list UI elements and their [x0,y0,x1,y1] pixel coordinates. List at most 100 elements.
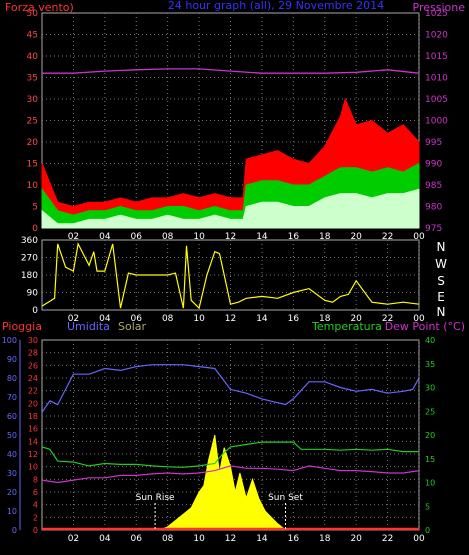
x-tick-label: 12 [225,534,236,544]
wind-y-tick-label: 0 [32,224,38,234]
temperature-y-tick-label: 15 [425,455,435,464]
x-tick-label: 16 [288,314,300,324]
rain-y-tick-label: 28 [28,349,38,358]
x-tick-label: 04 [99,314,111,324]
humidity-y-tick-label: 50 [7,431,17,440]
x-tick-label: 02 [68,232,79,242]
wind-minimum-area [41,188,420,229]
environment-panel: 02 04 06 08 10 12 14 16 18 20 22 000246810121416182… [2,336,435,544]
x-tick-label: 22 [382,232,393,242]
rain-y-tick-label: 26 [28,361,38,370]
wind-y-tick-label: 35 [27,74,38,84]
x-tick-label: 06 [131,232,143,242]
x-tick-label: 06 [131,534,143,544]
rain-y-tick-label: 2 [33,513,38,522]
legend-humidity: Umidita [67,320,110,333]
humidity-y-tick-label: 60 [7,412,17,421]
x-tick-label: 10 [193,314,205,324]
direction-y-tick-label: 0 [32,306,38,316]
compass-label-e: E [437,290,445,304]
temperature-y-tick-label: 0 [425,526,430,535]
direction-y-tick-label: 360 [21,236,38,246]
x-tick-label: 00 [413,232,425,242]
pressure-line [42,68,420,74]
rain-y-tick-label: 0 [33,526,38,535]
temperature-y-tick-label: 40 [425,336,435,345]
pressure-axis-label: Pressione [413,1,466,14]
wind-y-tick-label: 20 [27,138,39,148]
x-tick-label: 20 [350,534,362,544]
x-tick-label: 18 [319,232,331,242]
humidity-y-tick-label: 40 [7,450,17,459]
rain-y-tick-label: 8 [33,475,38,484]
compass-label-w: W [435,257,447,271]
x-tick-label: 20 [350,232,362,242]
compass-label-n-top: N [437,240,446,254]
compass-label-s: S [437,274,445,288]
wind-y-tick-label: 45 [27,31,38,41]
x-tick-label: 16 [288,232,300,242]
rain-y-tick-label: 30 [28,336,38,345]
humidity-y-tick-label: 0 [12,526,17,535]
wind-y-tick-label: 40 [27,52,39,62]
humidity-y-tick-label: 80 [7,374,17,383]
pressure-y-tick-label: 1025 [425,9,448,19]
rain-y-tick-label: 22 [28,387,38,396]
wind-direction-line [41,242,420,310]
rain-y-tick-label: 6 [33,488,38,497]
pressure-y-tick-label: 1010 [425,74,448,84]
rain-y-tick-label: 24 [28,374,38,383]
x-tick-label: 08 [162,314,174,324]
sun-rise-label: Sun Rise [136,493,175,503]
x-tick-label: 14 [256,534,268,544]
pressure-y-tick-label: 985 [425,181,442,191]
x-tick-label: 10 [193,534,205,544]
pressure-y-tick-label: 995 [425,138,442,148]
legend-solar: Solar [118,320,147,333]
legend-temperature: Temperatura [311,320,382,333]
pressure-y-tick-label: 1005 [425,95,448,105]
x-tick-label: 12 [225,314,236,324]
x-tick-label: 02 [68,314,79,324]
compass-label-n-bottom: N [437,305,446,319]
humidity-y-tick-label: 30 [7,469,17,478]
wind-y-tick-label: 50 [27,9,39,19]
rain-y-tick-label: 16 [28,425,38,434]
wind-y-tick-label: 30 [27,95,39,105]
temperature-y-tick-label: 10 [425,479,435,488]
x-tick-label: 00 [413,534,425,544]
x-tick-label: 06 [131,314,143,324]
pressure-y-tick-label: 980 [425,203,442,213]
rain-y-tick-label: 12 [28,450,38,459]
humidity-y-tick-label: 100 [2,336,17,345]
direction-y-tick-label: 90 [27,289,39,299]
x-tick-label: 22 [382,534,393,544]
x-tick-label: 04 [99,534,111,544]
temperature-y-tick-label: 30 [425,384,435,393]
humidity-line [41,364,420,413]
x-tick-label: 04 [99,232,111,242]
wind-y-tick-label: 15 [27,160,38,170]
legend-rain: Pioggia [2,320,42,333]
x-tick-label: 22 [382,314,393,324]
x-tick-label: 16 [288,534,300,544]
x-tick-label: 02 [68,534,79,544]
wind-y-tick-label: 25 [27,117,38,127]
dew-point-line [41,465,420,484]
x-tick-label: 08 [162,534,174,544]
pressure-y-tick-label: 1020 [425,31,448,41]
pressure-y-tick-label: 975 [425,224,442,234]
wind-y-tick-label: 10 [27,181,39,191]
rain-y-tick-label: 4 [33,501,38,510]
wind-panel: 02 04 06 08 10 12 14 16 18 20 22 000510152025303540… [27,9,449,242]
rain-y-tick-label: 10 [28,463,38,472]
humidity-y-tick-label: 70 [7,393,17,402]
x-tick-label: 12 [225,232,236,242]
solar-area [159,434,287,531]
temperature-y-tick-label: 25 [425,407,435,416]
x-tick-label: 20 [350,314,362,324]
x-tick-label: 18 [319,534,331,544]
